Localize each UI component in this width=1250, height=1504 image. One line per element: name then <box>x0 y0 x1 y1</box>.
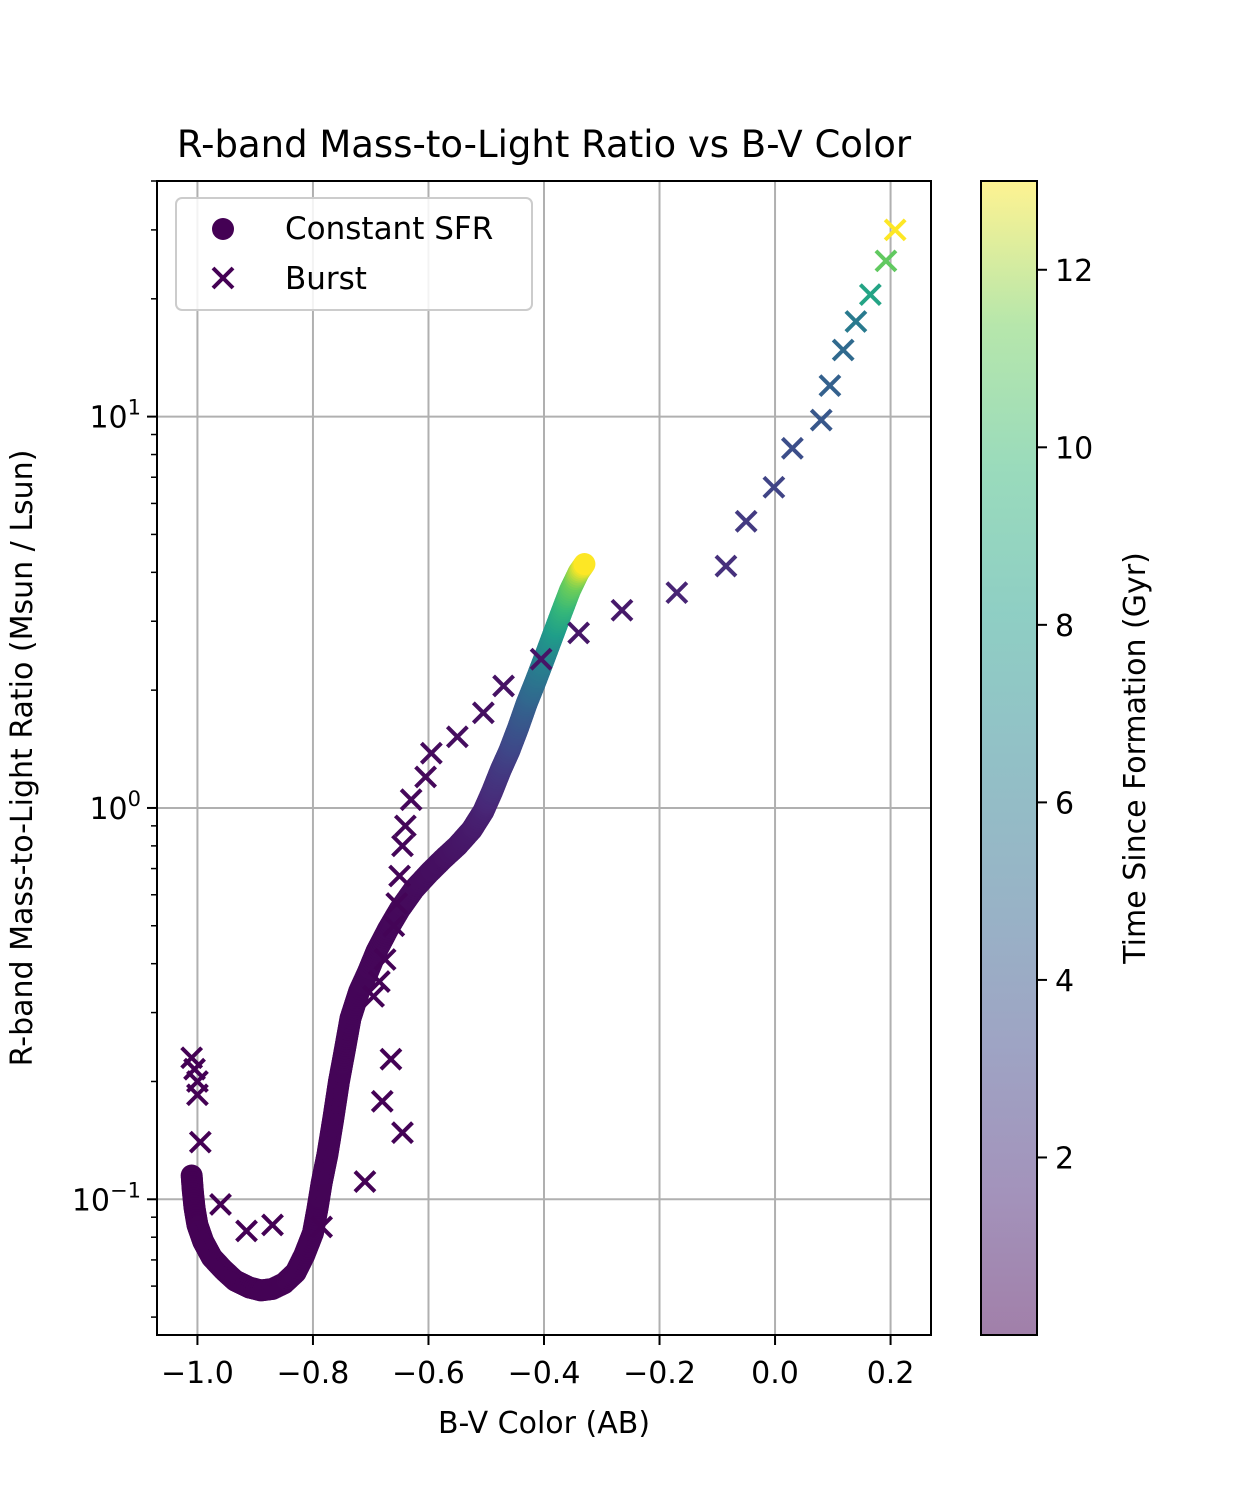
colorbar-tick-label: 6 <box>1055 786 1074 821</box>
burst-point <box>373 948 397 971</box>
burst-point <box>734 509 758 533</box>
burst-point <box>610 598 634 622</box>
burst-point <box>874 249 898 273</box>
colorbar-label: Time Since Formation (Gyr) <box>1118 552 1153 965</box>
chart-title: R-band Mass-to-Light Ratio vs B-V Color <box>177 123 912 166</box>
burst-point <box>818 374 842 398</box>
burst-point <box>370 1089 394 1113</box>
y-axis-label: R-band Mass-to-Light Ratio (Msun / Lsun) <box>5 450 40 1067</box>
burst-point <box>385 892 409 915</box>
y-tick-label: 101 <box>89 396 141 436</box>
y-tick-exponent: 0 <box>128 787 141 811</box>
burst-point <box>844 310 868 333</box>
burst-point <box>382 914 406 938</box>
burst-point <box>209 1193 232 1216</box>
x-tick-label: −0.8 <box>277 1356 350 1391</box>
burst-point <box>388 864 412 888</box>
colorbar-ticks: 2 4 6 8 10 12 <box>1037 254 1093 1176</box>
colorbar-tick-label: 8 <box>1055 609 1074 644</box>
burst-point <box>391 1121 414 1145</box>
x-axis-label: B-V Color (AB) <box>438 1406 650 1441</box>
grid-lines <box>157 181 931 1335</box>
burst-point <box>762 475 786 499</box>
legend-label-burst: Burst <box>285 261 367 297</box>
x-tick-label: −0.2 <box>623 1356 696 1391</box>
x-tick-label: 0.2 <box>867 1356 915 1391</box>
burst-point <box>831 338 855 362</box>
burst-point <box>391 834 414 858</box>
colorbar-gradient <box>981 181 1037 1335</box>
burst-point <box>379 1047 403 1071</box>
burst-point <box>883 218 907 242</box>
burst-point <box>235 1219 258 1243</box>
x-tick-label: −0.6 <box>392 1356 465 1391</box>
x-tick-label: −1.0 <box>161 1356 234 1391</box>
burst-point <box>310 1215 334 1239</box>
legend-x-marker-icon <box>211 266 235 290</box>
y-tick-base: 10 <box>89 401 127 436</box>
burst-point <box>492 674 515 698</box>
burst-point <box>567 621 591 645</box>
y-tick-base: 10 <box>89 792 127 827</box>
burst-point <box>419 741 443 765</box>
data-points <box>180 218 907 1302</box>
burst-point <box>362 984 386 1008</box>
y-tick-label: 10−1 <box>72 1178 141 1218</box>
x-tick-label: 0.0 <box>751 1356 799 1391</box>
burst-point <box>261 1213 284 1237</box>
burst-point <box>353 1170 377 1193</box>
legend-circle-marker-icon <box>212 218 234 240</box>
burst-point <box>445 725 469 749</box>
colorbar-tick-label: 2 <box>1055 1141 1074 1176</box>
burst-point <box>858 283 882 307</box>
colorbar-tick-label: 12 <box>1055 254 1093 289</box>
burst-point <box>529 647 553 671</box>
x-tick-label: −0.4 <box>508 1356 581 1391</box>
burst-point <box>399 788 423 812</box>
y-tick-exponent: 1 <box>128 396 141 420</box>
burst-point <box>393 814 417 838</box>
burst-point <box>367 970 391 993</box>
y-tick-base: 10 <box>72 1183 110 1218</box>
legend-label-constant-sfr: Constant SFR <box>285 211 493 247</box>
legend-box <box>175 197 533 311</box>
burst-point <box>809 408 833 432</box>
burst-point <box>471 701 495 725</box>
burst-point <box>665 581 689 605</box>
burst-point <box>780 436 804 460</box>
colorbar-tick-label: 10 <box>1055 431 1093 466</box>
colorbar-frame <box>980 180 1038 1336</box>
colorbar-tick-label: 4 <box>1055 964 1074 999</box>
legend: Constant SFR Burst <box>175 197 533 311</box>
burst-point <box>186 1083 209 1107</box>
burst-point <box>188 1130 212 1154</box>
y-tick-label: 100 <box>89 787 141 827</box>
y-tick-exponent: −1 <box>110 1178 141 1202</box>
burst-point <box>414 765 438 789</box>
burst-point <box>714 554 738 578</box>
constant-sfr-point <box>573 553 596 576</box>
colorbar: 2 4 6 8 10 12 Time Since Formation (Gyr) <box>980 180 1153 1336</box>
